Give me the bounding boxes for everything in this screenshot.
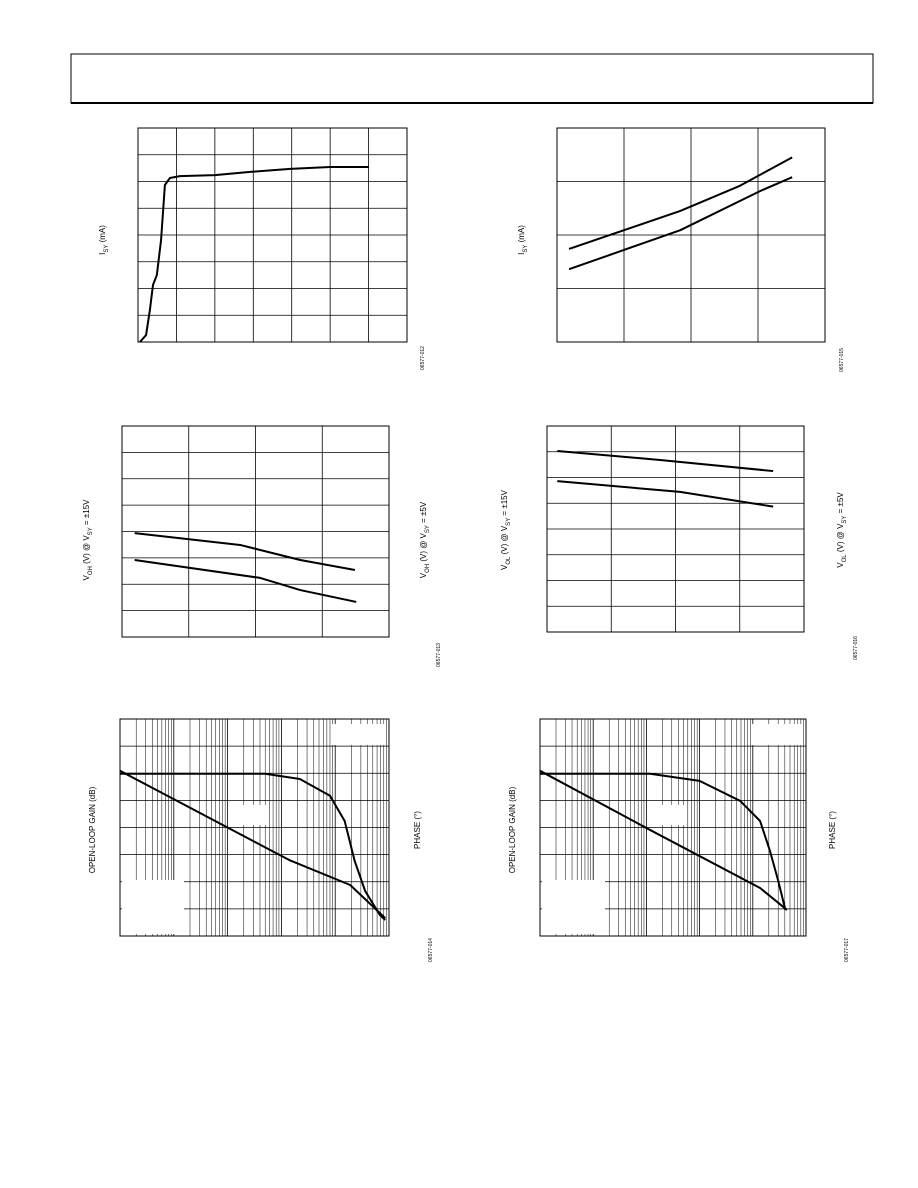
y-axis-label: VOH (V) @ VSY = ±15V (82, 499, 93, 581)
y2-axis-label: PHASE (°) (413, 811, 422, 849)
y2-axis-label-part: PHASE (°) (413, 811, 422, 849)
y-axis-label-part: SY (506, 518, 512, 526)
figure-id: 06577-012 (420, 346, 426, 370)
curve (557, 449, 774, 473)
legend-blank (122, 880, 184, 934)
y-axis-label: ISY (mA) (517, 225, 528, 255)
curve (120, 772, 386, 921)
y-axis-label: OPEN-LOOP GAIN (dB) (88, 786, 97, 873)
y2-axis-label-part: SY (842, 516, 848, 524)
curve (134, 559, 357, 603)
y-axis-label-part: OL (506, 556, 512, 565)
figure-id: 06577-016 (853, 636, 859, 660)
y-axis-label-part: SY (88, 527, 94, 535)
legend-blank (542, 880, 605, 934)
y-axis-label-part: = ±15V (82, 499, 91, 527)
y2-axis-label-part: V (419, 572, 428, 578)
figure-id: 06577-015 (839, 348, 845, 372)
legend-blank (230, 805, 268, 825)
curve (134, 532, 356, 571)
y-axis-label-part: (V) @ V (500, 525, 509, 556)
y-axis-label-part: I (98, 253, 107, 255)
y-axis-label-part: V (500, 564, 509, 570)
y2-axis-label-part: OH (425, 564, 431, 573)
y-axis-label-part: SY (523, 245, 529, 253)
y2-axis-label: VOL (V) @ VSY = ±5V (836, 492, 847, 568)
y-axis-label-part: OH (88, 566, 94, 575)
y2-axis-label: VOH (V) @ VSY = ±5V (419, 501, 430, 578)
y2-axis-label-part: (V) @ V (419, 532, 428, 563)
chart: ISY (mA) 06577-012 (98, 127, 426, 370)
y-axis-label-part: (mA) (517, 225, 526, 245)
y-axis-label-part: I (517, 253, 526, 255)
legend-blank (752, 724, 803, 745)
figure-id: 06577-017 (844, 938, 850, 962)
y-axis-label-part: (mA) (98, 225, 107, 245)
y-axis-label-part: V (82, 574, 91, 580)
legend-blank (332, 724, 386, 745)
curve (557, 480, 774, 508)
y2-axis-label-part: = ±5V (836, 492, 845, 516)
y-axis-label-part: OPEN-LOOP GAIN (dB) (88, 786, 97, 873)
y-axis-label: OPEN-LOOP GAIN (dB) (508, 786, 517, 873)
y2-axis-label-part: OL (842, 554, 848, 563)
chart: ISY (mA) 06577-015 (517, 127, 845, 372)
y2-axis-label-part: (V) @ V (836, 523, 845, 554)
y-axis-label-part: SY (104, 245, 110, 253)
legend-blank (648, 805, 686, 825)
y2-axis-label-part: = ±5V (419, 501, 428, 525)
y-axis-label-part: (V) @ V (82, 535, 91, 566)
header-box (70, 53, 874, 104)
chart: OPEN-LOOP GAIN (dB) PHASE (°) 06577-014 (88, 718, 434, 962)
y-axis-label: ISY (mA) (98, 225, 109, 255)
figure-id: 06577-013 (436, 643, 442, 667)
y2-axis-label-part: PHASE (°) (828, 811, 837, 849)
curve (119, 769, 386, 919)
y2-axis-label: PHASE (°) (828, 811, 837, 849)
curve (539, 769, 788, 911)
curve (568, 156, 793, 250)
y-axis-label-part: = ±15V (500, 489, 509, 517)
y2-axis-label-part: V (836, 562, 845, 568)
y2-axis-label-part: SY (425, 525, 431, 533)
y-axis-label-part: OPEN-LOOP GAIN (dB) (508, 786, 517, 873)
y-axis-label: VOL (V) @ VSY = ±15V (500, 489, 511, 570)
figure-id: 06577-014 (428, 938, 434, 962)
curve (568, 176, 793, 271)
curve (540, 772, 787, 911)
chart: OPEN-LOOP GAIN (dB) PHASE (°) 06577-017 (508, 718, 850, 962)
curve (139, 166, 369, 343)
